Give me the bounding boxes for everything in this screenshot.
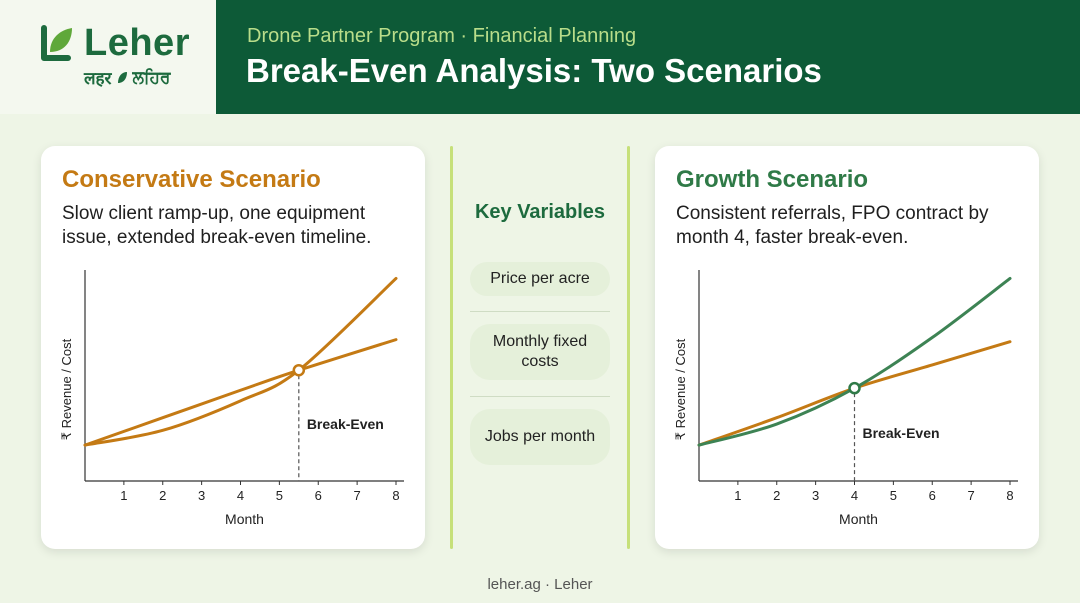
divider-left	[450, 146, 453, 549]
x-tick-label: 7	[968, 488, 975, 503]
growth-title: Growth Scenario	[676, 166, 869, 193]
x-tick-label: 8	[1006, 488, 1013, 503]
key-variables-separator	[470, 396, 610, 397]
key-variables-separator	[470, 311, 610, 312]
brand-subtitle-hindi: लहर	[84, 69, 112, 88]
key-variable-monthly-fixed-costs: Monthly fixed costs	[470, 324, 610, 380]
key-variable-jobs-per-month: Jobs per month	[470, 409, 610, 465]
x-axis-label: Month	[839, 511, 878, 527]
page-title: Break-Even Analysis: Two Scenarios	[246, 52, 822, 89]
x-tick-label: 1	[120, 488, 127, 503]
growth-description: Consistent referrals, FPO contract by mo…	[676, 203, 989, 248]
conservative-title: Conservative Scenario	[62, 166, 321, 193]
x-tick-label: 7	[354, 488, 361, 503]
x-tick-label: 5	[890, 488, 897, 503]
title-band: Drone Partner Program · Financial Planni…	[216, 0, 1080, 114]
footer-text: leher.ag · Leher	[487, 576, 593, 593]
brand-logo[interactable]: Leher लहर ਲਹਿਰ	[0, 0, 216, 114]
growth-chart: 1 2 3 4 5 6 7 8 Month ₹ Revenue / Cost Break-Even	[673, 270, 1018, 527]
y-axis-label: ₹ Revenue / Cost	[673, 338, 688, 440]
series-line-1	[83, 338, 398, 447]
small-leaf-icon	[117, 72, 127, 83]
x-tick-label: 4	[851, 488, 858, 503]
x-tick-label: 1	[734, 488, 741, 503]
break-even-label: Break-Even	[307, 416, 384, 432]
x-tick-label: 3	[198, 488, 205, 503]
x-tick-label: 8	[392, 488, 399, 503]
x-tick-label: 6	[315, 488, 322, 503]
break-even-point	[292, 363, 306, 377]
brand-name: Leher	[84, 22, 190, 64]
conservative-chart: 1 2 3 4 5 6 7 8 Month ₹ Revenue / Cost Break-Even	[59, 270, 404, 527]
key-variables-title: Key Variables	[474, 201, 606, 223]
key-variable-price-per-acre: Price per acre	[470, 262, 610, 296]
series-line-2	[697, 276, 1012, 447]
y-axis-label: ₹ Revenue / Cost	[59, 338, 74, 440]
x-tick-label: 3	[812, 488, 819, 503]
leaf-logo-icon	[41, 25, 72, 61]
break-even-label: Break-Even	[863, 425, 940, 441]
x-tick-label: 6	[929, 488, 936, 503]
brand-subtitle-punjabi: ਲਹਿਰ	[132, 67, 171, 87]
conservative-description: Slow client ramp-up, one equipment issue…	[62, 203, 372, 248]
page-kicker: Drone Partner Program · Financial Planni…	[247, 25, 637, 47]
x-tick-label: 2	[159, 488, 166, 503]
x-tick-label: 2	[773, 488, 780, 503]
x-tick-label: 5	[276, 488, 283, 503]
x-tick-label: 4	[237, 488, 244, 503]
divider-right	[627, 146, 630, 549]
header: Leher लहर ਲਹਿਰ Drone Partner Program · F…	[0, 0, 1080, 114]
break-even-point	[848, 381, 861, 395]
conservative-scenario-card: Conservative Scenario Slow client ramp-u…	[41, 146, 425, 549]
x-axis-label: Month	[225, 511, 264, 527]
brand-subtitle: लहर ਲਹਿਰ	[84, 66, 170, 89]
series-line-2	[83, 276, 398, 447]
growth-scenario-card: Growth Scenario Consistent referrals, FP…	[655, 146, 1039, 549]
